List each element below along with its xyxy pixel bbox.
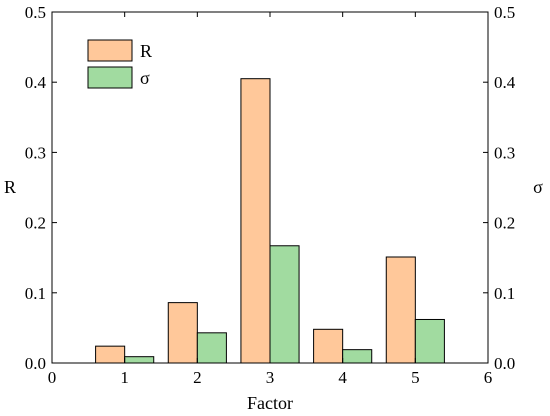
y-tick-label-right: 0.1: [494, 284, 515, 303]
ticks-group: 0 1 2 3 4 5 60.0 0.00.1 0.10.2 0.20.3 0.30.4 0.40.5…: [25, 3, 516, 387]
y-tick-label-left: 0.1: [25, 284, 46, 303]
y-tick-label-right: 0.4: [494, 73, 516, 92]
legend-label-r: R: [140, 41, 152, 61]
x-tick-label: 4: [338, 368, 347, 387]
y-tick-label-left: 0.0: [25, 354, 46, 373]
y-axis-label-left: R: [4, 177, 16, 197]
bar-sigma-3: [269, 245, 300, 364]
bar-r-2: [167, 302, 198, 364]
legend-swatch-sigma: [87, 66, 133, 89]
y-tick-label-left: 0.5: [25, 3, 46, 22]
bar-r-1: [95, 345, 126, 364]
x-tick-label: 3: [266, 368, 275, 387]
x-tick-label: 1: [120, 368, 129, 387]
bar-sigma-2: [196, 332, 227, 364]
legend-swatch-r: [87, 39, 133, 62]
x-tick-label: 2: [193, 368, 202, 387]
legend: R σ: [87, 39, 152, 89]
y-tick-label-left: 0.3: [25, 143, 46, 162]
bar-sigma-4: [342, 349, 373, 364]
y-tick-label-left: 0.4: [25, 73, 47, 92]
y-tick-label-right: 0.3: [494, 143, 515, 162]
bar-r-3: [240, 78, 271, 364]
bar-r-5: [385, 256, 416, 364]
x-tick-label: 6: [484, 368, 493, 387]
y-tick-label-right: 0.0: [494, 354, 515, 373]
x-tick-label: 0: [48, 368, 57, 387]
legend-label-sigma: σ: [140, 68, 150, 88]
bar-sigma-1: [124, 356, 155, 364]
y-tick-label-right: 0.2: [494, 214, 515, 233]
y-tick-label-left: 0.2: [25, 214, 46, 233]
bar-r-4: [313, 328, 344, 364]
x-tick-label: 5: [411, 368, 420, 387]
x-axis-label: Factor: [247, 393, 293, 413]
y-axis-label-right: σ: [533, 177, 543, 197]
bars-group: [95, 78, 445, 364]
bar-sigma-5: [414, 318, 445, 364]
y-tick-label-right: 0.5: [494, 3, 515, 22]
